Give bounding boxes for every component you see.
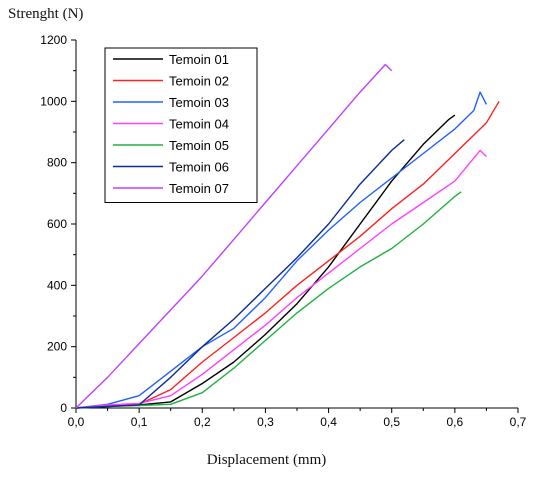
series-line-3: [75, 91, 488, 409]
plot-area: 0 200 400 600 800 1000 1200 0,0 0,1 0,2 0,3 0,4 0,5 0…: [40, 33, 527, 429]
x-tick-label: 0,3: [257, 415, 274, 429]
x-tick-label: 0,4: [320, 415, 337, 429]
x-tick-label: 0,5: [383, 415, 400, 429]
y-axis-label: Strenght (N): [8, 6, 84, 22]
series-line-7: [75, 63, 393, 409]
y-tick-label: 800: [47, 156, 67, 170]
x-tick-label: 0,7: [510, 415, 527, 429]
series-line-1: [75, 114, 456, 409]
legend-label-3: Temoin 03: [169, 95, 229, 110]
y-tick-label: 1200: [40, 33, 67, 47]
series-line-5: [75, 191, 462, 409]
legend-box: [104, 47, 258, 203]
series-line-2: [75, 100, 500, 409]
y-tick-label: 1000: [40, 94, 67, 108]
legend-label-6: Temoin 06: [169, 160, 229, 175]
y-tick-label: 600: [47, 217, 67, 231]
x-tick-label: 0,1: [131, 415, 148, 429]
series-line-4: [75, 149, 487, 409]
x-tick-label: 0,6: [447, 415, 464, 429]
legend-label-1: Temoin 01: [169, 52, 229, 67]
legend-label-7: Temoin 07: [169, 181, 229, 196]
series-line-6: [75, 139, 405, 409]
x-tick-label: 0,0: [68, 415, 85, 429]
x-tick-label: 0,2: [194, 415, 211, 429]
legend-label-4: Temoin 04: [169, 117, 229, 132]
y-tick-label: 0: [60, 401, 67, 415]
legend-label-2: Temoin 02: [169, 74, 229, 89]
x-axis-label: Displacement (mm): [206, 452, 327, 468]
y-tick-label: 200: [47, 340, 67, 354]
legend-label-5: Temoin 05: [169, 138, 229, 153]
y-tick-label: 400: [47, 278, 67, 292]
